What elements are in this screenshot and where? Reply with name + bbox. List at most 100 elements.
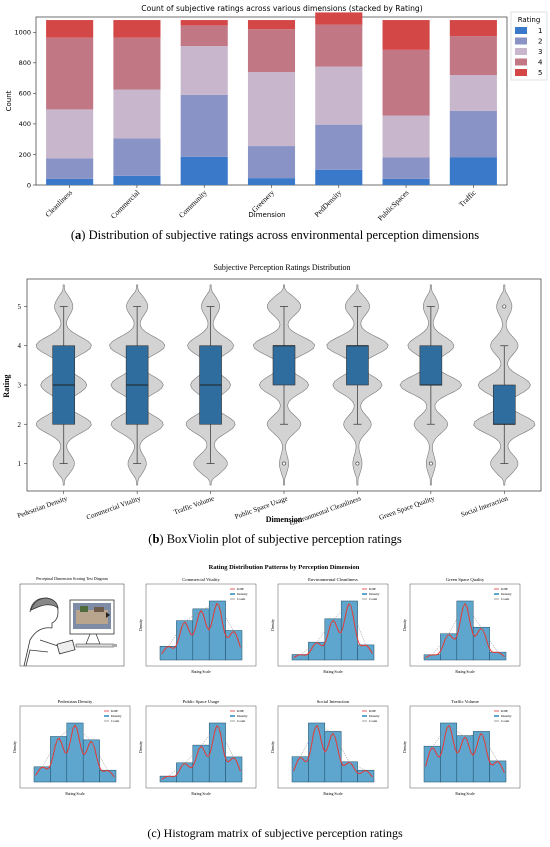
bar-segment-rating-5 bbox=[449, 20, 497, 37]
stacked-bar-chart: Count of subjective ratings across vario… bbox=[5, 4, 548, 222]
outlier-point bbox=[355, 461, 360, 466]
panel-legend-label: KDE bbox=[369, 587, 376, 591]
outlier-point bbox=[282, 461, 286, 466]
bar-segment-rating-2 bbox=[315, 124, 363, 170]
legend-label: 1 bbox=[538, 27, 542, 35]
x-tick-label: Community bbox=[177, 188, 209, 220]
panel-legend-label: KDE bbox=[501, 587, 508, 591]
panel-xlabel: Rating Scale bbox=[455, 670, 475, 674]
histogram-bar bbox=[324, 618, 342, 661]
panel-title: Traffic Volume bbox=[451, 699, 479, 704]
chart-b-ylabel: Rating bbox=[2, 374, 11, 397]
kde-curve bbox=[161, 602, 241, 655]
chart-b-xlabel: Dimension bbox=[266, 515, 303, 524]
panel-xlabel: Rating Scale bbox=[191, 670, 211, 674]
bar-segment-rating-2 bbox=[113, 138, 161, 176]
kde-curve bbox=[425, 602, 505, 659]
bar-segment-rating-5 bbox=[113, 20, 161, 38]
caption-a: (a) Distribution of subjective ratings a… bbox=[70, 228, 480, 242]
panel-legend-label: KDE bbox=[111, 709, 118, 713]
x-tick-label: Traffic bbox=[457, 188, 478, 209]
bar-segment-rating-1 bbox=[113, 175, 161, 185]
histogram-bar bbox=[176, 620, 194, 661]
y-tick-label: 600 bbox=[19, 90, 31, 98]
bar-segment-rating-3 bbox=[382, 115, 430, 158]
panel-title: Green Space Quality bbox=[446, 577, 485, 582]
caption-b: (b) BoxViolin plot of subjective percept… bbox=[148, 532, 402, 546]
histogram-bar bbox=[225, 630, 243, 661]
histogram-bar bbox=[192, 608, 210, 661]
panel-legend-label: Density bbox=[369, 714, 380, 718]
panel-ylabel: Density bbox=[139, 619, 143, 631]
x-tick-label: Traffic Volume bbox=[173, 494, 216, 516]
bar-segment-rating-5 bbox=[382, 20, 430, 50]
histogram-matrix: Rating Distribution Patterns by Percepti… bbox=[13, 564, 521, 796]
panel-legend-label: Density bbox=[369, 592, 380, 596]
histogram-bar bbox=[225, 756, 243, 783]
panel-title: Commercial Vitality bbox=[182, 577, 220, 582]
chart-b-title: Subjective Perception Ratings Distributi… bbox=[213, 263, 350, 272]
panel-legend-label: Count bbox=[111, 719, 119, 723]
histogram-bar bbox=[82, 739, 100, 783]
box bbox=[419, 345, 443, 386]
y-tick-label: 400 bbox=[19, 120, 31, 128]
caption-c: (c) Histogram matrix of subjective perce… bbox=[147, 826, 403, 840]
panel-xlabel: Rating Scale bbox=[191, 792, 211, 796]
legend-swatch bbox=[515, 37, 527, 45]
histogram-bar bbox=[489, 760, 507, 783]
y-tick-label: 1 bbox=[18, 460, 22, 468]
bar-segment-rating-3 bbox=[449, 75, 497, 111]
bar-segment-rating-4 bbox=[449, 36, 497, 76]
y-tick-label: 200 bbox=[19, 151, 31, 159]
bar-segment-rating-3 bbox=[247, 71, 296, 147]
bar-segment-rating-3 bbox=[315, 66, 363, 125]
kde-curve bbox=[161, 725, 241, 780]
y-tick-label: 4 bbox=[18, 342, 22, 350]
y-tick-label: 1000 bbox=[14, 29, 31, 37]
y-tick-label: 2 bbox=[18, 421, 22, 429]
panel-ylabel: Density bbox=[271, 619, 275, 631]
count-curve bbox=[41, 724, 109, 771]
panel-ylabel: Density bbox=[403, 619, 407, 631]
panel-xlabel: Rating Scale bbox=[65, 792, 85, 796]
bar-segment-rating-1 bbox=[247, 178, 296, 185]
scoring-test-diagram: Perceptual Dimension Scoring Test Diagra… bbox=[19, 576, 125, 667]
histogram-bar bbox=[308, 722, 326, 783]
bar-segment-rating-3 bbox=[113, 89, 161, 139]
panel-ylabel: Density bbox=[271, 741, 275, 753]
bar-segment-rating-5 bbox=[46, 20, 94, 38]
box bbox=[272, 345, 296, 386]
kde-curve bbox=[35, 724, 115, 778]
x-tick-label: PublicSpaces bbox=[376, 188, 411, 222]
panel-legend-label: Count bbox=[501, 719, 509, 723]
y-tick-label: 3 bbox=[18, 382, 22, 390]
x-tick-label: Pedestrian Density bbox=[16, 494, 69, 520]
histogram-bar bbox=[192, 744, 210, 783]
panel-legend-label: Density bbox=[501, 714, 512, 718]
histogram-bar bbox=[176, 762, 194, 783]
bar-segment-rating-4 bbox=[382, 49, 430, 116]
histogram-bar bbox=[456, 600, 474, 661]
panel-ylabel: Density bbox=[13, 741, 17, 753]
x-tick-label: Cleanliness bbox=[43, 188, 74, 219]
x-tick-label: PedDensity bbox=[312, 188, 343, 219]
legend-swatch bbox=[515, 27, 527, 34]
count-curve bbox=[431, 724, 499, 762]
bar-segment-rating-4 bbox=[46, 37, 94, 110]
panel-legend-label: KDE bbox=[369, 709, 376, 713]
histogram-bar bbox=[324, 731, 342, 783]
panel-xlabel: Rating Scale bbox=[455, 792, 475, 796]
count-curve bbox=[168, 724, 235, 777]
bar-segment-rating-4 bbox=[315, 24, 363, 67]
count-curve bbox=[167, 602, 235, 647]
box bbox=[492, 384, 516, 425]
panel-legend-label: Density bbox=[501, 592, 512, 596]
legend-title: Rating bbox=[518, 16, 541, 24]
bar-segment-rating-3 bbox=[180, 46, 228, 95]
bar-segment-rating-5 bbox=[315, 12, 363, 25]
chart-a-title: Count of subjective ratings across vario… bbox=[141, 4, 422, 13]
legend-label: 4 bbox=[538, 59, 543, 67]
